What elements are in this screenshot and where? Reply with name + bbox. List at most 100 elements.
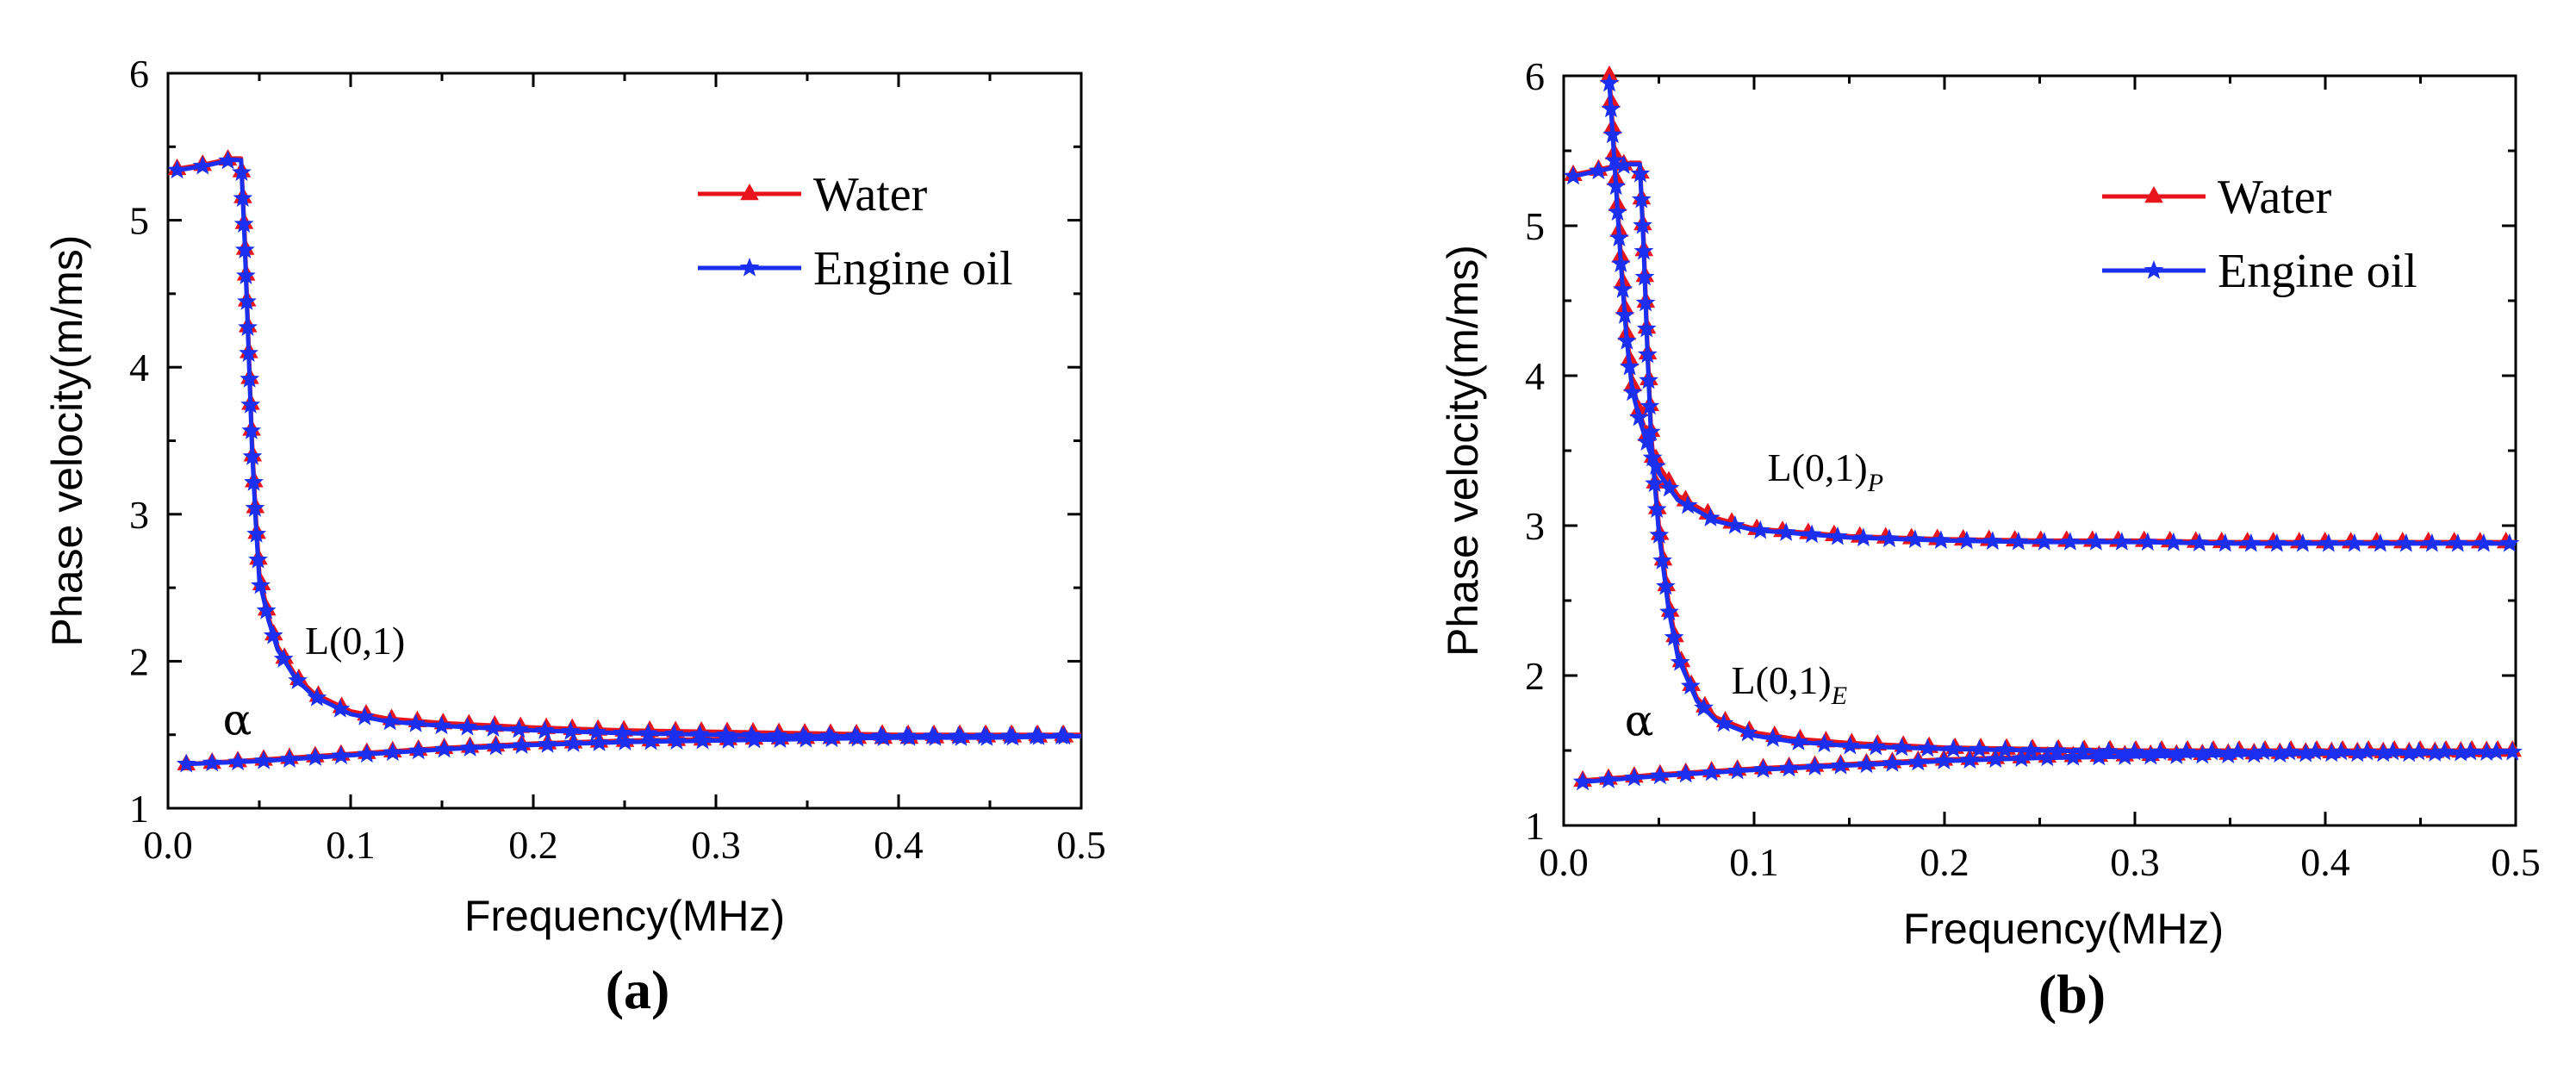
data-point — [1659, 477, 1680, 497]
y-tick-label: 6 — [129, 52, 149, 96]
data-point — [1635, 292, 1656, 312]
data-point — [1598, 769, 1619, 788]
data-point — [2227, 741, 2248, 761]
data-point — [256, 600, 277, 620]
data-point — [239, 343, 258, 362]
data-point — [1624, 767, 1645, 787]
data-point — [331, 745, 352, 764]
data-point — [1753, 759, 1773, 778]
data-point — [1994, 739, 2015, 759]
data-point — [770, 729, 790, 748]
x-axis-title: Frequency(MHz) — [1903, 905, 2224, 953]
data-point — [1634, 266, 1655, 286]
data-point — [227, 751, 248, 771]
data-point — [245, 498, 265, 517]
data-point — [240, 395, 261, 414]
data-point — [563, 733, 583, 752]
x-tick-label: 0.0 — [1539, 840, 1589, 884]
data-point — [1599, 72, 1620, 92]
data-point — [1905, 529, 1926, 548]
data-point — [2382, 741, 2403, 761]
data-point — [1659, 601, 1679, 621]
y-tick-label: 5 — [1525, 204, 1545, 248]
data-point — [246, 523, 267, 543]
data-point — [1763, 728, 1783, 747]
data-point — [638, 723, 658, 743]
data-point — [1639, 370, 1658, 389]
data-point — [408, 740, 429, 760]
data-point — [2408, 741, 2429, 761]
data-point — [237, 291, 257, 310]
data-point — [715, 724, 736, 744]
data-point — [1831, 755, 1851, 775]
data-point — [1694, 697, 1714, 717]
data-point — [2189, 532, 2210, 551]
data-point — [1814, 733, 1834, 753]
data-point — [2373, 743, 2393, 763]
series-line — [1607, 83, 2516, 546]
x-tick-label: 0.1 — [326, 823, 376, 867]
data-point — [192, 155, 213, 175]
x-axis-title: Frequency(MHz) — [464, 892, 785, 940]
y-tick-label: 5 — [129, 199, 149, 243]
data-point — [1614, 155, 1634, 174]
y-tick-label: 3 — [1525, 504, 1545, 548]
data-point — [279, 749, 300, 768]
data-point — [1602, 124, 1623, 144]
legend-label: Engine oil — [2218, 245, 2417, 298]
data-point — [1677, 495, 1698, 514]
data-point — [2295, 743, 2316, 763]
data-point — [1670, 651, 1690, 671]
data-point — [2499, 532, 2520, 552]
chart-panel-b: 0.0 0.1 0.2 0.3 0.4 0.5 1 2 3 4 5 6 Frequency(MHz) Ph… — [1439, 54, 2541, 1025]
data-point — [1982, 531, 2003, 550]
data-point — [233, 188, 253, 207]
data-point — [1801, 524, 1822, 544]
data-point — [307, 687, 327, 707]
data-point — [1985, 749, 2006, 768]
data-point — [354, 707, 375, 726]
data-point — [2344, 532, 2365, 552]
data-point — [1630, 163, 1651, 183]
legend: Water Engine oil — [2102, 171, 2417, 298]
y-tick-label: 1 — [129, 787, 149, 831]
data-point — [1606, 176, 1627, 196]
data-point — [1572, 771, 1593, 791]
data-point — [2279, 741, 2299, 761]
data-point — [796, 728, 816, 748]
data-point — [2175, 741, 2196, 761]
data-point — [2124, 741, 2144, 761]
data-point — [383, 742, 403, 762]
x-tick-label: 0.3 — [2110, 840, 2160, 884]
data-point — [2140, 745, 2161, 765]
series-engine-oil — [167, 150, 1082, 773]
data-point — [253, 750, 274, 769]
data-point — [1702, 762, 1722, 782]
data-point — [1738, 722, 1758, 742]
data-point — [241, 420, 262, 439]
data-point — [612, 722, 632, 742]
data-point — [767, 725, 787, 744]
data-point — [1857, 754, 1876, 774]
data-point — [1840, 735, 1860, 755]
data-point — [238, 317, 258, 336]
legend: Water Engine oil — [698, 168, 1013, 296]
data-point — [2046, 740, 2067, 759]
alpha-annotation: α — [223, 695, 252, 745]
data-point — [1656, 576, 1676, 595]
data-point — [1664, 626, 1684, 646]
data-point — [1029, 726, 1048, 745]
data-point — [2072, 740, 2093, 760]
data-point — [1866, 736, 1886, 756]
data-point — [2098, 741, 2119, 760]
data-point — [251, 575, 271, 595]
panel-label: (b) — [2038, 963, 2106, 1025]
data-point — [1650, 765, 1671, 785]
data-point — [2450, 742, 2471, 762]
data-point — [1055, 726, 1074, 745]
y-tick-label: 2 — [1525, 654, 1545, 698]
data-point — [663, 723, 684, 743]
data-point — [1931, 530, 1951, 549]
data-point — [2034, 532, 2055, 551]
